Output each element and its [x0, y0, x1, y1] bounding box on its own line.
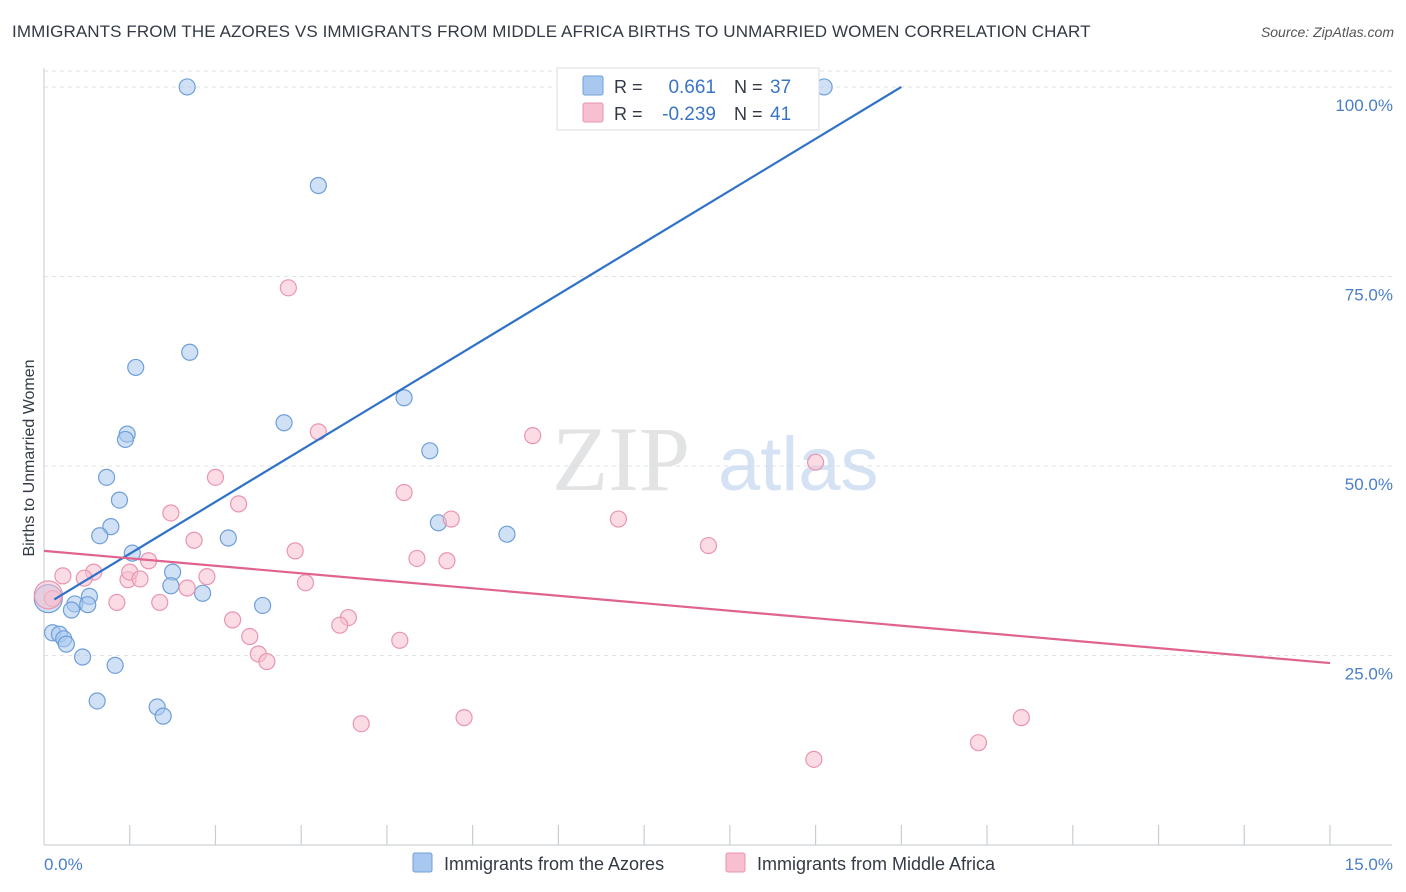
middle-africa-point [108, 593, 126, 612]
azores-point [102, 518, 120, 536]
middle-africa-point [224, 611, 242, 629]
stats-n-label-azores: N = [734, 77, 763, 97]
azores-point [79, 596, 97, 614]
middle-africa-point [185, 531, 203, 549]
middle-africa-point [1012, 709, 1030, 727]
azores-point [57, 635, 75, 653]
middle-africa-point [442, 510, 460, 528]
middle-africa-point [131, 570, 149, 588]
azores-point [254, 596, 272, 615]
middle-africa-point [241, 627, 259, 646]
middle-africa-point [408, 549, 426, 568]
middle-africa-point [230, 495, 248, 513]
watermark-zip: ZIP [552, 408, 690, 510]
stats-r-value-middle-africa: -0.239 [662, 104, 716, 125]
azores-point [162, 577, 180, 595]
watermark-atlas: atlas [718, 422, 879, 507]
stats-r-label-azores: R = [614, 77, 643, 97]
x-tick-label: 0.0% [44, 855, 83, 874]
stats-r-value-azores: 0.661 [668, 77, 716, 98]
azores-point [127, 358, 145, 377]
azores-point [88, 692, 106, 710]
middle-africa-point [296, 574, 315, 592]
series-azores-points [33, 78, 833, 725]
middle-africa-point [806, 453, 825, 471]
azores-point [91, 527, 109, 545]
azores-point [62, 601, 81, 619]
source-note: Source: ZipAtlas.com [1260, 24, 1394, 40]
middle-africa-point [286, 542, 304, 560]
stats-legend: R = 0.661 N = 37 R = -0.239 N = 41 [556, 67, 820, 131]
azores-point [194, 584, 212, 602]
stats-n-value-middle-africa: 41 [770, 104, 791, 125]
azores-point [421, 442, 439, 460]
middle-africa-point [162, 504, 180, 522]
middle-africa-trend-line [43, 549, 1331, 665]
stats-n-label-middle-africa: N = [734, 104, 763, 124]
middle-africa-point [206, 468, 225, 486]
bottom-legend: Immigrants from the Azores Immigrants fr… [412, 852, 996, 874]
stats-r-label-middle-africa: R = [614, 104, 643, 124]
middle-africa-point [54, 567, 72, 585]
azores-point [181, 343, 199, 361]
azores-point [178, 78, 196, 96]
middle-africa-point [609, 510, 628, 528]
legend-label-azores: Immigrants from the Azores [444, 854, 664, 874]
x-tick-labels: 0.0% 15.0% [44, 855, 1393, 874]
legend-label-middle-africa: Immigrants from Middle Africa [757, 854, 996, 874]
azores-point [106, 656, 124, 674]
azores-point [73, 648, 92, 666]
y-axis-label: Births to Unmarried Women [21, 359, 38, 556]
middle-africa-point [969, 734, 988, 752]
azores-trend-line [53, 86, 902, 601]
middle-africa-point [178, 579, 196, 597]
middle-africa-point [699, 536, 718, 555]
stats-swatch-middle-africa [582, 102, 604, 123]
middle-africa-point [33, 580, 63, 610]
middle-africa-point [391, 631, 409, 649]
x-tick-label: 15.0% [1345, 855, 1393, 874]
legend-swatch-azores [412, 852, 433, 873]
middle-africa-point [455, 709, 473, 727]
series-middle-africa-points [33, 279, 1030, 768]
azores-point [116, 430, 135, 449]
middle-africa-point [75, 569, 93, 587]
middle-africa-point [524, 427, 542, 445]
y-tick-label: 75.0% [1345, 285, 1393, 304]
middle-africa-point [151, 593, 169, 612]
azores-point [498, 525, 516, 543]
middle-africa-point [198, 568, 216, 586]
azores-point [110, 491, 129, 509]
watermark: ZIP atlas [552, 408, 879, 510]
y-tick-label: 100.0% [1335, 96, 1393, 115]
azores-point [275, 414, 293, 432]
azores-point [309, 176, 327, 195]
middle-africa-point [395, 483, 413, 502]
azores-point [395, 389, 413, 407]
middle-africa-point [438, 552, 456, 570]
trend-lines [43, 86, 1331, 665]
y-tick-label: 25.0% [1345, 664, 1393, 683]
azores-point [219, 529, 237, 547]
middle-africa-point [805, 750, 823, 768]
legend-swatch-middle-africa [725, 852, 746, 873]
middle-africa-point [331, 616, 349, 634]
x-tick-marks [129, 825, 1331, 845]
middle-africa-point [352, 715, 370, 733]
azores-point [154, 707, 172, 725]
y-tick-labels: 25.0% 50.0% 75.0% 100.0% [1335, 96, 1393, 684]
stats-swatch-azores [582, 75, 604, 96]
stats-n-value-azores: 37 [770, 77, 791, 98]
azores-point [97, 468, 116, 486]
y-tick-label: 50.0% [1345, 475, 1393, 494]
chart-title: IMMIGRANTS FROM THE AZORES VS IMMIGRANTS… [12, 22, 1091, 41]
middle-africa-point [279, 279, 297, 297]
middle-africa-point [258, 652, 276, 671]
